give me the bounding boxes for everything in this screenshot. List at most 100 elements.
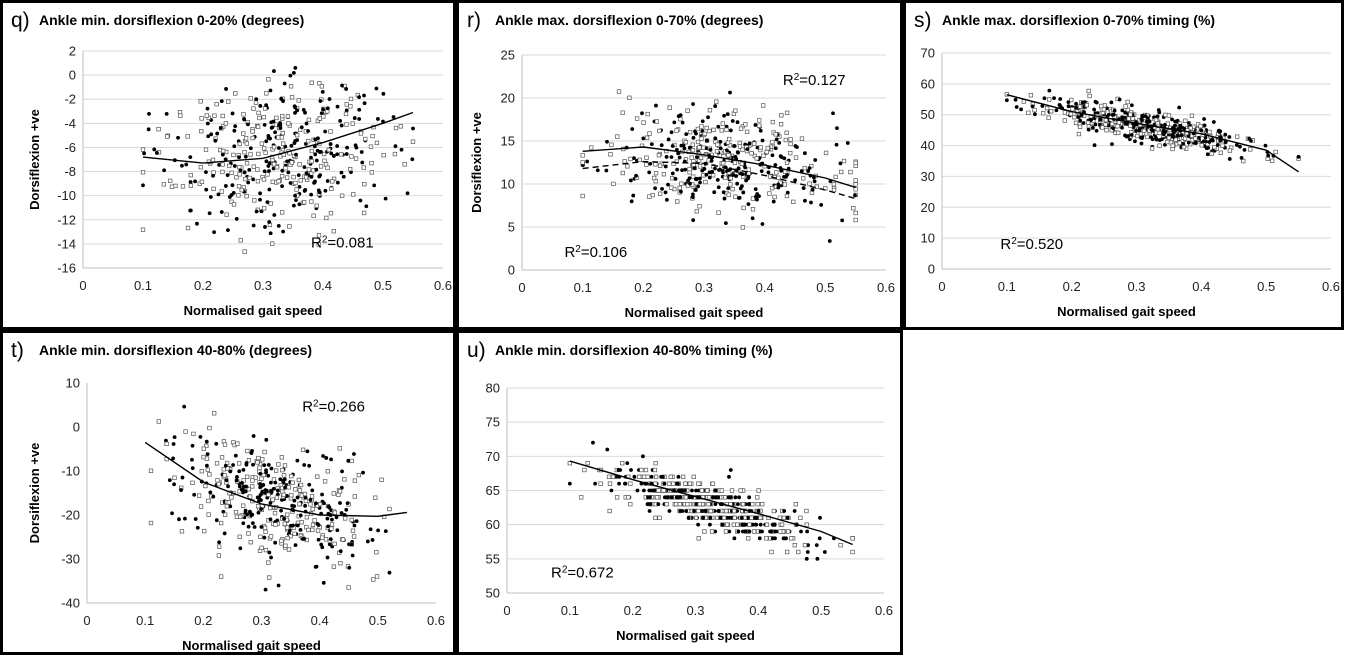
data-point [242,150,247,155]
data-point [1110,121,1115,127]
data-point [701,515,706,520]
data-point [1128,112,1133,117]
data-point [747,502,751,507]
data-point [271,119,276,124]
data-point [641,488,646,493]
data-point [254,209,259,214]
data-point [301,200,307,205]
data-point [302,189,307,193]
data-point [727,474,731,479]
data-point [713,166,717,171]
data-point [354,519,359,524]
data-point [694,177,699,182]
data-point [262,449,267,455]
data-point [262,206,267,211]
data-point [710,173,716,178]
data-point [754,156,759,161]
data-point [299,125,304,130]
data-point [211,170,216,175]
data-point [206,498,211,504]
data-point [1054,108,1059,113]
data-point [735,181,740,186]
data-point [691,218,696,223]
data-point [697,145,702,150]
data-point [221,148,226,154]
data-point [314,501,318,506]
y-tick-label: 10 [501,177,515,192]
y-axis-label: Dorsiflexion +ve [27,109,42,210]
data-point [831,111,835,116]
chart-t: t) Ankle min. dorsiflexion 40-80% (degree… [11,339,445,652]
data-point [226,500,232,505]
data-point [324,456,329,460]
data-point [1210,137,1215,142]
data-point [179,529,185,534]
data-point [260,457,265,462]
data-point [177,517,181,522]
data-point [694,131,698,136]
data-point [289,493,294,498]
data-point [262,535,267,540]
data-point [745,147,750,152]
data-point [204,456,210,461]
data-point [320,545,325,550]
data-point [216,192,221,197]
data-point [666,182,670,187]
data-point [185,134,190,139]
data-point [370,538,375,542]
data-point [280,184,284,189]
data-point [319,84,325,89]
data-point [198,504,204,509]
data-point [276,135,281,140]
panel-letter: r) [467,9,481,32]
data-point [721,161,726,166]
data-point [296,477,302,483]
data-point [1217,130,1222,134]
data-point [318,99,323,103]
data-point [773,146,778,151]
data-point [712,190,717,195]
data-point [190,443,195,448]
data-point [793,502,798,507]
data-point [352,116,357,120]
data-point [335,528,340,533]
data-point [673,502,679,507]
data-point [222,473,227,478]
data-point [286,547,292,552]
data-point [244,484,249,489]
data-point [1223,132,1228,137]
data-point [733,108,738,113]
data-point [168,178,173,183]
data-point [306,117,312,122]
data-point [246,487,252,492]
data-point [253,475,258,480]
data-point [628,156,633,162]
data-point [697,164,703,169]
data-point [687,176,692,181]
data-point [220,169,225,175]
data-point [683,495,689,500]
data-point [699,136,704,141]
data-point [302,165,307,170]
data-point [758,145,763,150]
data-point [293,139,298,143]
data-point [654,495,660,500]
data-point [348,166,353,172]
data-point [1160,137,1164,142]
data-point [335,152,340,157]
data-point [764,149,769,155]
x-tick-label: 0.2 [194,613,212,628]
data-point [641,120,646,125]
data-point [1181,144,1187,150]
data-point [1049,109,1054,114]
data-point [682,146,687,151]
data-point [256,510,261,515]
data-point [1047,97,1052,102]
data-point [616,89,622,94]
data-point [171,456,175,461]
data-point [198,165,203,170]
data-point [314,203,319,208]
data-point [656,153,662,158]
data-point [639,467,644,473]
data-point [379,477,384,482]
